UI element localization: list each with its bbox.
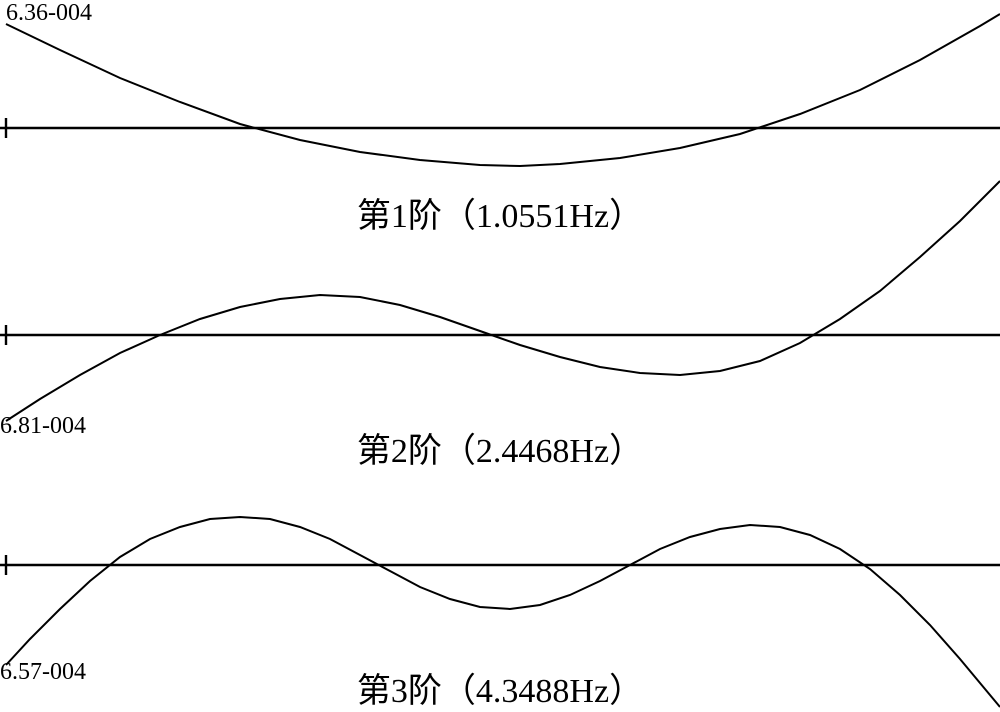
- panel-mode1: 6.36-004 第1阶（1.0551Hz）: [0, 0, 1000, 235]
- caption-mode2: 第2阶（2.4468Hz）: [0, 423, 1000, 472]
- caption-mode3: 第3阶（4.3488Hz）: [0, 663, 1000, 712]
- scale-label-mode1: 6.36-004: [6, 0, 92, 27]
- mode-shapes-figure: 6.36-004 第1阶（1.0551Hz）6.81-004第2阶（2.4468H…: [0, 0, 1000, 699]
- panel-mode2: 6.81-004第2阶（2.4468Hz）: [0, 235, 1000, 467]
- panel-mode3: 6.57-004第3阶（4.3488Hz）: [0, 467, 1000, 699]
- caption-mode1: 第1阶（1.0551Hz）: [0, 188, 1000, 237]
- mode-shape-curve: [6, 14, 1000, 166]
